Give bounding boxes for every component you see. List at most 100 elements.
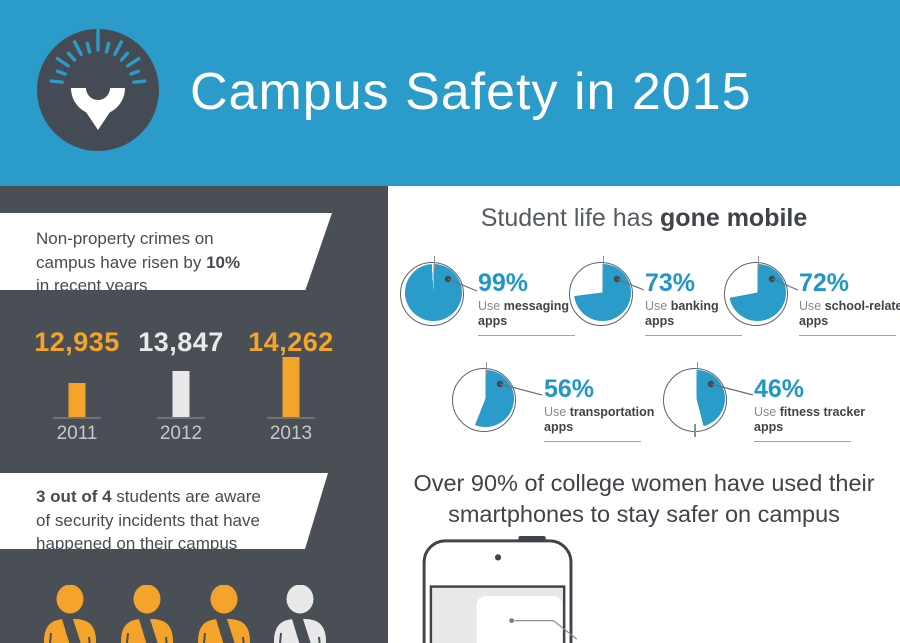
bar-value-2012: 13,847	[138, 327, 224, 357]
phone-screen-card	[476, 596, 563, 643]
banner1-stat: 10%	[206, 252, 241, 272]
statement-line2: smartphones to stay safer on campus	[448, 501, 840, 527]
callout-line	[444, 275, 478, 292]
phone-camera-dot	[494, 554, 502, 561]
crime-stat-banner: Non-property crimes on campus have risen…	[0, 213, 332, 290]
pie-tick	[602, 256, 604, 269]
pie-percent: 46%	[754, 375, 805, 403]
pie-tick-end	[694, 424, 696, 437]
callout-line	[707, 380, 754, 396]
smartphone-illustration	[422, 536, 578, 643]
pie-label-block: 73% Use banking apps	[645, 270, 742, 336]
bar-year-2012: 2012	[159, 423, 203, 444]
pie-label: Use messaging apps	[478, 299, 570, 328]
pie-slice	[668, 370, 725, 427]
student-icon	[121, 585, 173, 643]
screen-callout-line	[514, 619, 578, 640]
women-safety-statement: Over 90% of college women have used thei…	[388, 468, 900, 530]
bar-group-2011: 12,935 2011	[27, 327, 127, 445]
pie-banking: 73% Use banking apps	[569, 256, 806, 348]
bar-year-2013: 2013	[269, 423, 313, 444]
bar-value-2013: 14,262	[248, 327, 334, 357]
bar-group-2012: 13,847 2012	[131, 327, 231, 445]
pie-slice	[457, 370, 514, 427]
awareness-banner: 3 out of 4 students are aware of securit…	[0, 473, 328, 549]
bar-year-2011: 2011	[56, 423, 98, 444]
bar-area	[131, 357, 231, 419]
callout-line	[613, 275, 645, 291]
label-underline	[799, 335, 896, 336]
mobile-usage-panel: Student life has gone mobile 99% Use mes…	[388, 186, 900, 643]
bar-2012	[172, 371, 190, 418]
pie-tick	[757, 256, 759, 269]
sunburst-rays	[49, 28, 147, 84]
bar-baseline	[53, 417, 101, 419]
statement-line1: Over 90% of college women have used thei…	[413, 470, 875, 496]
bar-baseline	[157, 417, 205, 419]
pie-school-related: 72% Use school-relatedapps	[724, 256, 900, 348]
bar-2013	[282, 357, 300, 418]
label-underline	[544, 441, 641, 442]
pie-chart	[452, 362, 516, 432]
pie-fitness-tracker: 46% Use fitness tracker apps	[663, 362, 900, 454]
pie-slice	[729, 264, 786, 321]
pie-slice	[574, 264, 631, 321]
students-aware-icons	[0, 585, 388, 643]
pie-outline	[724, 262, 788, 326]
pie-label-block: 99% Use messaging apps	[478, 270, 575, 336]
page-title: Campus Safety in 2015	[190, 63, 752, 121]
pie-label-block: 46% Use fitness tracker apps	[754, 376, 865, 442]
pie-outline	[452, 368, 516, 432]
screen-callout-dot	[509, 618, 515, 624]
heading-bold: gone mobile	[660, 204, 808, 232]
pie-tick	[485, 362, 487, 375]
campus-crime-panel: Non-property crimes on campus have risen…	[0, 186, 388, 643]
pie-slice	[405, 264, 462, 321]
location-pin-logo-icon	[37, 28, 159, 151]
pie-tick	[433, 256, 435, 269]
pie-chart	[724, 256, 788, 326]
bar-value-2011: 12,935	[34, 327, 120, 357]
map-pin-icon	[71, 76, 125, 130]
banner2-line2: of security incidents that have	[36, 510, 260, 530]
pie-chart	[663, 362, 727, 437]
label-underline	[754, 441, 851, 442]
pie-label: Use school-relatedapps	[799, 299, 900, 328]
label-underline	[645, 335, 742, 336]
heading-regular: Student life has	[480, 204, 661, 232]
pie-tick	[696, 362, 698, 375]
student-icon-muted	[274, 585, 326, 643]
pie-label: Use fitness tracker apps	[754, 405, 866, 434]
pie-chart	[569, 256, 633, 326]
section-heading: Student life has gone mobile	[388, 204, 900, 233]
banner1-line2: campus have risen by	[36, 252, 207, 272]
pie-label-block: 72% Use school-relatedapps	[799, 270, 900, 336]
pie-percent: 99%	[478, 269, 529, 297]
bar-2011	[68, 383, 86, 418]
banner2-stat: 3 out of 4	[36, 487, 112, 506]
pie-chart	[400, 256, 464, 326]
header-banner: Campus Safety in 2015	[0, 0, 900, 186]
bar-area	[241, 357, 341, 419]
pie-percent: 56%	[544, 375, 595, 403]
banner1-line3: in recent years	[36, 276, 148, 295]
pie-percent: 72%	[799, 269, 850, 297]
pie-label: Use transportation apps	[544, 405, 655, 434]
pie-label: Use banking apps	[645, 299, 719, 328]
pie-messaging: 99% Use messaging apps	[400, 256, 637, 348]
banner1-line1: Non-property crimes on	[36, 229, 214, 248]
pie-outline	[569, 262, 633, 326]
student-icon	[44, 585, 96, 643]
bar-area	[27, 357, 127, 419]
student-icon	[198, 585, 250, 643]
callout-line	[768, 275, 799, 291]
pie-percent: 73%	[645, 269, 696, 297]
bar-baseline	[267, 417, 315, 419]
banner2-line1: students are aware	[111, 487, 261, 506]
pie-outline	[400, 262, 464, 326]
pie-label-block: 56% Use transportation apps	[544, 376, 654, 442]
banner2-line3: happened on their campus	[36, 534, 238, 553]
callout-line	[496, 380, 543, 396]
bar-group-2013: 14,262 2013	[241, 327, 341, 445]
